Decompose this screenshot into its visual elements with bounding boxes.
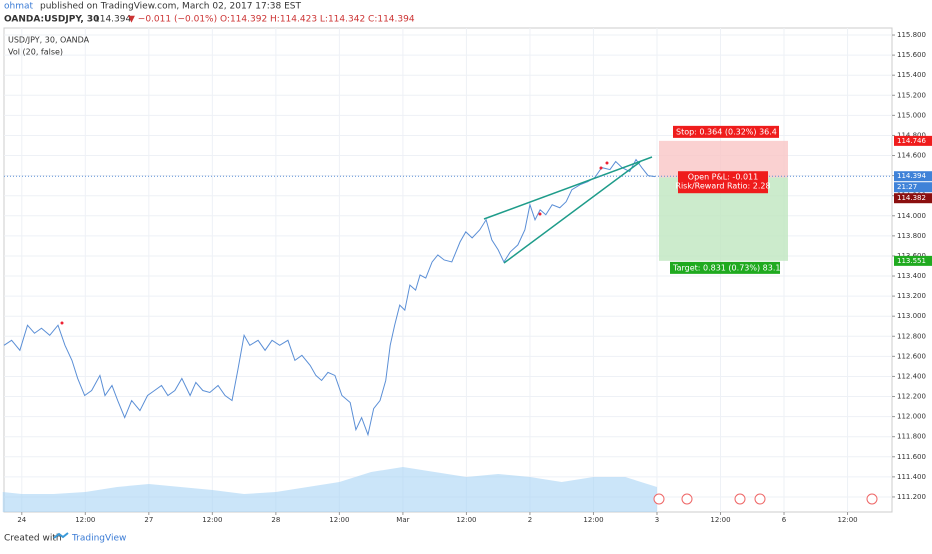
x-tick-label: 12:00: [456, 516, 476, 524]
pnl-label: Open P&L: -0.011: [688, 173, 758, 182]
y-tick-label: 112.800: [897, 332, 926, 340]
target-label-bg: [670, 261, 780, 274]
entry-price-tag: 114.382: [897, 194, 926, 202]
symbol: OANDA:USDJPY, 30: [4, 15, 99, 25]
stop-label: Stop: 0.364 (0.32%) 36.4: [676, 127, 777, 136]
y-tick-label: 111.400: [897, 473, 926, 481]
y-tick-label: 112.000: [897, 413, 926, 421]
x-tick-label: 12:00: [710, 516, 730, 524]
stop-price-tag-bg: [894, 135, 932, 146]
y-tick-label: 115.600: [897, 51, 926, 59]
wedge-lower: [503, 161, 641, 264]
y-tick-label: 113.000: [897, 312, 926, 320]
x-tick-label: 12:00: [75, 516, 95, 524]
footer-created: Created with: [4, 534, 62, 544]
y-tick-label: 112.400: [897, 372, 926, 380]
author[interactable]: ohmat: [4, 2, 33, 12]
published: published on TradingView.com, March 02, …: [40, 2, 301, 12]
pnl-bg: [678, 171, 768, 194]
logo: [53, 532, 69, 539]
wedge-upper: [483, 156, 653, 220]
x-tick-label: 27: [144, 516, 153, 524]
entry-price-tag-bg: [894, 193, 932, 204]
y-tick-label: 112.200: [897, 393, 926, 401]
x-tick-label: Mar: [396, 516, 409, 524]
volume-area: [2, 467, 657, 512]
target-price-tag: 113.551: [897, 257, 926, 265]
last-price: 114.394: [94, 15, 131, 25]
ratio-label: Risk/Reward Ratio: 2.28: [675, 182, 770, 191]
event-markers: [60, 161, 609, 325]
change: ▼ −0.011 (−0.01%): [128, 15, 217, 25]
x-tick-label: 12:00: [583, 516, 603, 524]
y-tick-label: 115.800: [897, 31, 926, 39]
footer-brand[interactable]: TradingView: [71, 534, 126, 544]
countdown-tag-bg: [894, 182, 932, 193]
x-tick-label: 12:00: [329, 516, 349, 524]
y-tick-label: 111.600: [897, 453, 926, 461]
y-tick-label: 114.800: [897, 131, 926, 139]
x-tick-label: 3: [655, 516, 659, 524]
x-tick-label: 2: [528, 516, 532, 524]
x-tick-label: 28: [271, 516, 280, 524]
x-tick-label: 12:00: [202, 516, 222, 524]
y-tick-label: 111.200: [897, 493, 926, 501]
y-tick-label: 113.200: [897, 292, 926, 300]
y-tick-label: 113.400: [897, 272, 926, 280]
y-tick-label: 112.600: [897, 352, 926, 360]
y-tick-label: 115.200: [897, 91, 926, 99]
target-label: Target: 0.831 (0.73%) 83.1: [672, 263, 780, 272]
y-tick-label: 115.000: [897, 111, 926, 119]
current-price-tag-bg: [894, 171, 932, 182]
y-tick-label: 113.800: [897, 232, 926, 240]
stop-label-bg: [673, 125, 779, 138]
y-tick-label: 111.800: [897, 433, 926, 441]
target-price-tag-bg: [894, 255, 932, 266]
stop-price-tag: 114.746: [897, 137, 926, 145]
x-tick-label: 12:00: [837, 516, 857, 524]
price-line: [3, 158, 656, 437]
current-price-tag: 114.394: [897, 172, 926, 180]
y-tick-label: 114.000: [897, 212, 926, 220]
ohlc: O:114.392 H:114.423 L:114.342 C:114.394: [220, 15, 415, 25]
x-tick-label: 24: [17, 516, 26, 524]
calendar-flags: [653, 493, 878, 505]
y-tick-label: 115.400: [897, 71, 926, 79]
chart-title: USD/JPY, 30, OANDA: [8, 36, 90, 45]
chart-subtitle: Vol (20, false): [8, 48, 63, 57]
y-tick-label: 114.600: [897, 152, 926, 160]
x-tick-label: 6: [782, 516, 787, 524]
countdown-tag: 21:27: [897, 183, 917, 191]
